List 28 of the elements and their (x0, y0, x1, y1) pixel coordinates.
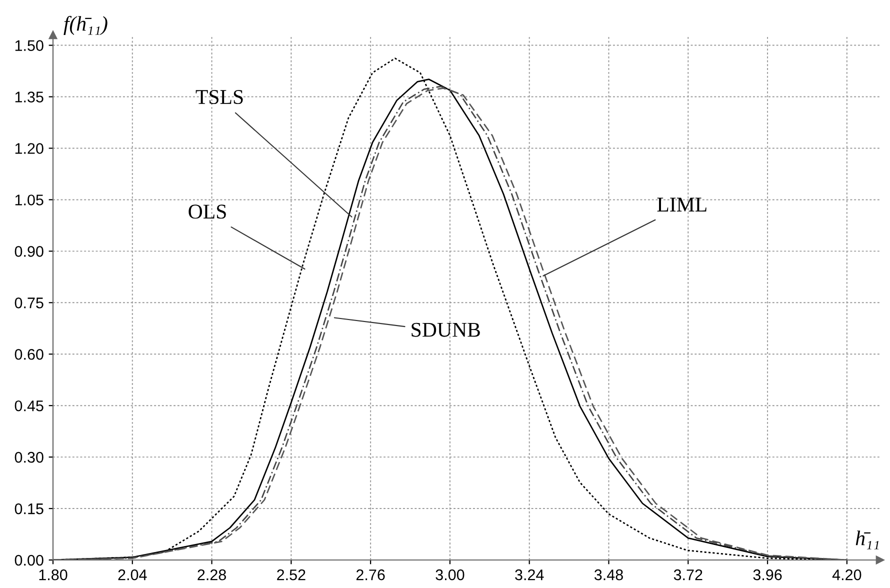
x-tick-label: 2.52 (277, 569, 306, 580)
y-tick-label: 1.20 (15, 143, 44, 154)
annotation: SDUNB (412, 322, 480, 337)
y-tick-label: 0.60 (14, 348, 44, 360)
y-tick-label: 0.90 (14, 246, 44, 257)
annotation: TSLS (196, 90, 243, 104)
x-tick-label: 1.80 (39, 569, 68, 580)
x-tick-label: 3.00 (436, 569, 464, 580)
x-tick-label: 3.24 (515, 569, 544, 580)
y-tick-label: 0.45 (14, 400, 44, 412)
x-tick-label: 2.76 (356, 569, 385, 580)
x-tick-label: 3.72 (674, 569, 702, 580)
y-tick-label: 1.50 (15, 40, 44, 51)
y-tick-label: 0.75 (14, 298, 44, 308)
y-tick-label: 1.05 (15, 194, 44, 206)
y-tick-label: 0.15 (14, 503, 44, 514)
x-tick-label: 4.20 (832, 569, 862, 580)
annotation: OLS (188, 204, 226, 219)
annotation: LIML (657, 198, 706, 212)
x-tick-label: 2.04 (118, 569, 147, 580)
x-tick-label: 3.48 (594, 569, 623, 580)
y-tick-label: 1.35 (15, 92, 44, 102)
y-tick-label: 0.00 (14, 554, 44, 566)
x-axis-title: h̄₁₁ (856, 530, 879, 550)
y-tick-label: 0.30 (14, 452, 44, 463)
y-axis-title: f(h̄₁₁) (64, 16, 108, 35)
x-tick-label: 3.96 (753, 569, 782, 580)
x-tick-label: 2.28 (198, 569, 226, 580)
